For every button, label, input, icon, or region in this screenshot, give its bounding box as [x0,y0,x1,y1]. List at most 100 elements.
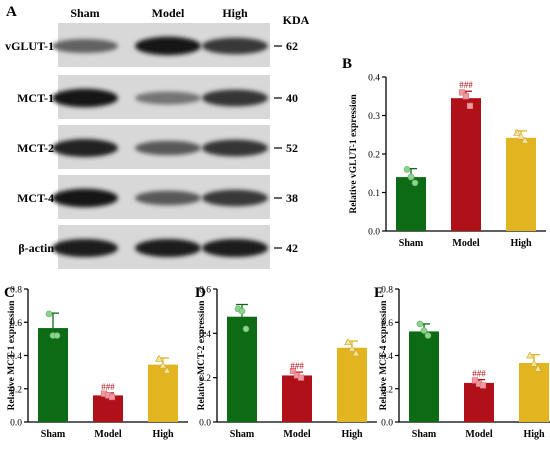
blot-band [202,189,268,207]
bar-model [93,395,123,422]
x-category-label: Model [94,429,121,440]
data-point [155,354,163,362]
y-tick-label: 0.0 [10,419,22,429]
data-point [458,89,466,96]
bar-high [337,347,367,422]
blot-row-vglut-1: vGLUT-1 62 [5,23,298,67]
data-point [530,359,538,367]
y-tick-label: 0.3 [368,112,380,122]
blot-kda-value: 62 [286,39,298,53]
data-point [534,364,542,372]
y-tick-label: 0.0 [381,419,393,429]
significance-marker: ### [472,369,486,379]
panel-letter: B [342,56,352,72]
blot-group-label-high: High [222,6,248,20]
blot-group-label-model: Model [152,6,185,20]
data-point [45,310,53,318]
data-point [297,374,305,381]
data-point [479,382,487,389]
y-tick-label: 0.4 [10,352,22,362]
data-point [517,132,525,140]
blot-band [52,188,118,208]
bar-high [519,362,549,422]
blot-kda-value: 52 [286,141,298,155]
x-category-label: High [523,429,545,440]
y-tick-label: 0.1 [368,189,380,199]
y-tick-label: 0.8 [10,286,22,296]
bar-sham [227,316,257,422]
blot-band [52,38,118,54]
blot-band [52,238,118,258]
panel-letter-a: A [6,4,17,20]
x-category-label: High [510,238,532,249]
bar-sham [38,328,68,422]
blot-row-actin: β-actin 42 [18,225,298,269]
x-category-label: Sham [41,429,66,440]
x-category-label: Sham [230,429,255,440]
blot-row-mct-1: MCT-1 40 [17,75,298,119]
blot-band [52,139,118,157]
bar-high [148,364,178,422]
y-tick-label: 0.0 [199,419,211,429]
y-tick-label: 0.6 [199,286,211,296]
chart-panel-b: B 0.0 0.1 0.2 0.3 0.4 Relative vGLUT-1 express… [342,56,546,249]
y-tick-label: 0.4 [199,330,211,340]
data-point [108,393,116,401]
y-tick-label: 0.6 [381,319,393,329]
blot-row-mct-4: MCT-4 38 [17,175,298,219]
blot-band [135,36,201,56]
bar-sham [409,331,439,422]
bar-model [282,375,312,422]
blot-band [52,88,118,108]
data-point [348,344,356,352]
bar-high [506,137,536,231]
bar-model [464,382,494,422]
y-tick-label: 0.2 [10,385,22,395]
blot-kda-value: 42 [286,241,298,255]
blot-row-label: vGLUT-1 [5,39,54,53]
panel-letter: D [195,285,206,301]
bar-sham [396,177,426,231]
y-axis-label: Relative vGLUT-1 expression [349,94,359,214]
blot-band [135,190,201,206]
western-blot-panel: A Sham Model High KDA vGLUT-1 62 MCT-1 40 MC… [5,4,310,269]
blot-band [135,140,201,156]
x-category-label: Model [465,429,492,440]
significance-marker: ### [459,80,473,90]
blot-row-label: MCT-2 [17,141,54,155]
chart-panel-d: D 0.0 0.2 0.4 0.6 Relative MCT-2 expression Sh… [195,285,377,440]
x-category-label: High [341,429,363,440]
data-point [416,320,424,328]
y-tick-label: 0.0 [368,228,380,238]
y-tick-label: 0.6 [10,319,22,329]
significance-marker: ### [290,361,304,371]
chart-panel-c: C 0.0 0.2 0.4 0.6 0.8 Relative MCT-1 expressio… [4,285,188,440]
data-point [411,179,419,187]
y-tick-label: 0.4 [381,352,393,362]
y-tick-label: 0.2 [199,374,211,384]
data-point [466,102,474,109]
blot-band [202,238,268,258]
y-tick-label: 0.2 [368,151,380,161]
blot-band [202,37,268,55]
y-axis-label: Relative MCT-4 expression [379,300,389,410]
data-point [238,307,246,315]
panel-letter: E [374,285,384,301]
data-point [407,173,415,181]
data-point [420,327,428,334]
data-point [424,332,432,339]
blot-kda-header: KDA [283,13,310,27]
bar-model [451,98,481,231]
blot-group-label-sham: Sham [70,6,99,20]
blot-row-label: MCT-4 [17,191,54,205]
y-tick-label: 0.4 [368,74,380,84]
x-category-label: Model [283,429,310,440]
x-category-label: Sham [399,238,424,249]
x-category-label: Sham [412,429,437,440]
blot-band [202,89,268,107]
data-point [53,332,61,339]
chart-panel-e: E 0.0 0.2 0.4 0.6 0.8 Relative MCT-4 expressio… [374,285,550,440]
x-category-label: High [152,429,174,440]
data-point [352,349,360,357]
blot-row-mct-2: MCT-2 52 [17,125,298,169]
